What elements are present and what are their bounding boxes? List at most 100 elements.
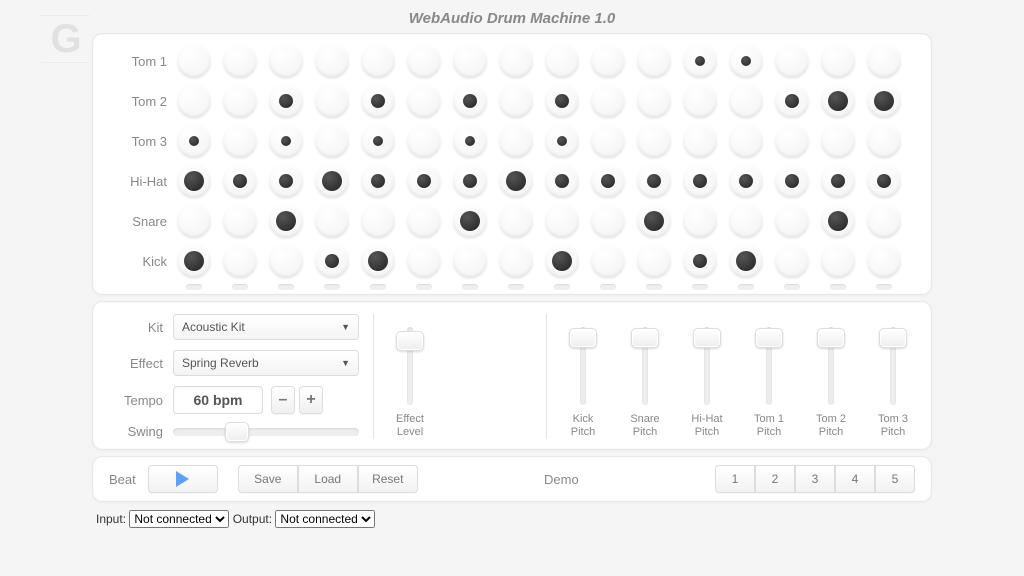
step[interactable]: [545, 44, 579, 78]
pitch-slider[interactable]: Tom 1Pitch: [747, 327, 791, 439]
step[interactable]: [637, 204, 671, 238]
input-select[interactable]: Not connected: [129, 510, 229, 528]
effect-select[interactable]: Spring Reverb: [173, 350, 359, 376]
step[interactable]: [453, 44, 487, 78]
demo-button[interactable]: 3: [795, 465, 835, 493]
step[interactable]: [269, 244, 303, 278]
step[interactable]: [683, 244, 717, 278]
step[interactable]: [177, 84, 211, 118]
step[interactable]: [821, 84, 855, 118]
step[interactable]: [545, 244, 579, 278]
step[interactable]: [453, 84, 487, 118]
step[interactable]: [591, 124, 625, 158]
step[interactable]: [729, 44, 763, 78]
step[interactable]: [729, 244, 763, 278]
pitch-slider[interactable]: EffectLevel: [388, 327, 432, 439]
step[interactable]: [407, 44, 441, 78]
step[interactable]: [591, 84, 625, 118]
step[interactable]: [821, 124, 855, 158]
kit-select[interactable]: Acoustic Kit: [173, 314, 359, 340]
step[interactable]: [821, 164, 855, 198]
step[interactable]: [499, 204, 533, 238]
slider-thumb[interactable]: [879, 328, 907, 348]
save-button[interactable]: Save: [238, 465, 298, 493]
step[interactable]: [407, 244, 441, 278]
step[interactable]: [545, 124, 579, 158]
step[interactable]: [453, 244, 487, 278]
step[interactable]: [269, 44, 303, 78]
reset-button[interactable]: Reset: [358, 465, 418, 493]
step[interactable]: [223, 204, 257, 238]
step[interactable]: [637, 84, 671, 118]
step[interactable]: [591, 204, 625, 238]
step[interactable]: [729, 84, 763, 118]
step[interactable]: [775, 84, 809, 118]
demo-button[interactable]: 1: [715, 465, 755, 493]
output-select[interactable]: Not connected: [275, 510, 375, 528]
step[interactable]: [269, 164, 303, 198]
step[interactable]: [177, 164, 211, 198]
step[interactable]: [637, 244, 671, 278]
step[interactable]: [315, 84, 349, 118]
step[interactable]: [407, 164, 441, 198]
demo-button[interactable]: 2: [755, 465, 795, 493]
swing-slider[interactable]: [173, 428, 359, 436]
step[interactable]: [775, 124, 809, 158]
step[interactable]: [683, 44, 717, 78]
step[interactable]: [637, 124, 671, 158]
step[interactable]: [775, 164, 809, 198]
step[interactable]: [315, 204, 349, 238]
slider-thumb[interactable]: [693, 328, 721, 348]
pitch-slider[interactable]: SnarePitch: [623, 327, 667, 439]
step[interactable]: [223, 164, 257, 198]
step[interactable]: [867, 204, 901, 238]
step[interactable]: [683, 84, 717, 118]
slider-thumb[interactable]: [817, 328, 845, 348]
step[interactable]: [729, 204, 763, 238]
slider-thumb[interactable]: [755, 328, 783, 348]
demo-button[interactable]: 4: [835, 465, 875, 493]
slider-thumb[interactable]: [631, 328, 659, 348]
step[interactable]: [499, 244, 533, 278]
step[interactable]: [867, 84, 901, 118]
step[interactable]: [867, 124, 901, 158]
step[interactable]: [315, 164, 349, 198]
step[interactable]: [499, 44, 533, 78]
step[interactable]: [223, 124, 257, 158]
step[interactable]: [775, 44, 809, 78]
step[interactable]: [867, 164, 901, 198]
step[interactable]: [683, 124, 717, 158]
step[interactable]: [867, 244, 901, 278]
tempo-minus-button[interactable]: –: [271, 386, 295, 414]
step[interactable]: [361, 164, 395, 198]
step[interactable]: [407, 124, 441, 158]
step[interactable]: [591, 44, 625, 78]
step[interactable]: [315, 244, 349, 278]
step[interactable]: [867, 44, 901, 78]
step[interactable]: [315, 124, 349, 158]
step[interactable]: [545, 84, 579, 118]
step[interactable]: [775, 204, 809, 238]
step[interactable]: [637, 44, 671, 78]
step[interactable]: [499, 84, 533, 118]
step[interactable]: [223, 44, 257, 78]
step[interactable]: [821, 204, 855, 238]
play-button[interactable]: [148, 465, 218, 493]
step[interactable]: [407, 84, 441, 118]
step[interactable]: [453, 204, 487, 238]
step[interactable]: [223, 84, 257, 118]
step[interactable]: [499, 164, 533, 198]
step[interactable]: [407, 204, 441, 238]
step[interactable]: [499, 124, 533, 158]
step[interactable]: [729, 124, 763, 158]
step[interactable]: [683, 204, 717, 238]
step[interactable]: [361, 44, 395, 78]
step[interactable]: [453, 164, 487, 198]
demo-button[interactable]: 5: [875, 465, 915, 493]
step[interactable]: [821, 244, 855, 278]
step[interactable]: [821, 44, 855, 78]
pitch-slider[interactable]: KickPitch: [561, 327, 605, 439]
step[interactable]: [269, 204, 303, 238]
load-button[interactable]: Load: [298, 465, 358, 493]
step[interactable]: [591, 164, 625, 198]
